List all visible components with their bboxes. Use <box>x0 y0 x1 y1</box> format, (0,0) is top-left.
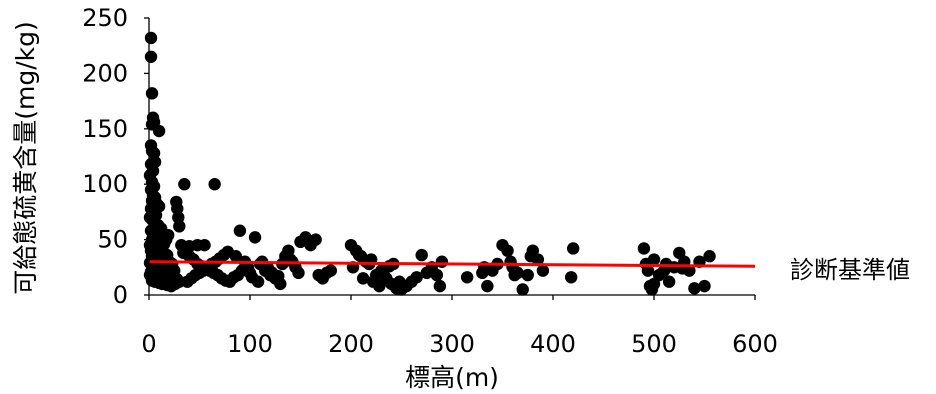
data-point <box>641 264 655 277</box>
y-tick-label: 100 <box>82 170 128 198</box>
data-point <box>430 268 444 282</box>
data-point <box>272 269 285 283</box>
data-point <box>536 264 550 277</box>
data-points <box>143 31 716 296</box>
y-tick-label: 200 <box>82 59 128 87</box>
data-point <box>410 271 423 284</box>
data-point <box>676 262 689 275</box>
data-point <box>659 257 673 271</box>
data-point <box>251 275 265 288</box>
data-point <box>292 266 305 280</box>
x-tick-label: 600 <box>732 330 778 358</box>
data-point <box>662 275 676 288</box>
data-point <box>178 178 191 191</box>
data-point <box>208 178 221 191</box>
data-point <box>144 50 158 63</box>
data-point <box>637 242 651 255</box>
x-axis-title: 標高(m) <box>405 363 499 392</box>
data-point <box>524 250 537 263</box>
data-point <box>433 279 447 293</box>
x-tick-label: 100 <box>227 330 273 358</box>
data-point <box>481 279 494 293</box>
data-point <box>415 248 428 262</box>
data-point <box>145 87 159 100</box>
data-point <box>501 244 514 257</box>
data-point <box>564 271 578 284</box>
y-tick-label: 250 <box>82 4 128 32</box>
y-axis-ticks: 0 50 100 150 200 250 <box>82 4 149 309</box>
data-point <box>352 248 366 262</box>
data-point <box>521 268 534 282</box>
data-point <box>698 279 711 293</box>
y-tick-label: 0 <box>113 281 128 309</box>
x-tick-label: 300 <box>429 330 475 358</box>
x-tick-label: 400 <box>530 330 576 358</box>
data-point <box>248 231 262 244</box>
y-tick-label: 150 <box>82 115 128 143</box>
data-point <box>688 282 701 295</box>
y-tick-label: 50 <box>97 226 128 254</box>
data-point <box>393 275 406 288</box>
data-point <box>173 220 186 233</box>
data-point <box>161 228 175 242</box>
data-point <box>233 224 247 237</box>
x-tick-label: 200 <box>328 330 374 358</box>
data-point <box>373 279 386 293</box>
data-point <box>152 124 166 138</box>
data-point <box>647 253 661 266</box>
data-point <box>144 31 158 45</box>
data-point <box>356 272 370 285</box>
x-tick-label: 0 <box>141 330 156 358</box>
data-point <box>460 271 474 284</box>
data-point <box>435 255 449 268</box>
data-point <box>516 283 529 296</box>
data-point <box>324 264 337 277</box>
y-axis-title: 可給態硫黄含量(mg/kg) <box>11 21 40 295</box>
data-point <box>504 255 517 268</box>
reference-line-label: 診断基準値 <box>790 256 910 284</box>
x-axis-ticks: 0 100 200 300 400 500 600 <box>141 295 778 358</box>
x-tick-label: 500 <box>631 330 677 358</box>
data-point <box>166 257 179 271</box>
data-point <box>177 246 190 260</box>
data-point <box>309 233 322 246</box>
data-point <box>703 250 716 263</box>
data-point <box>229 250 243 263</box>
data-point <box>567 242 580 255</box>
data-point <box>508 268 521 282</box>
reference-line <box>148 260 756 268</box>
